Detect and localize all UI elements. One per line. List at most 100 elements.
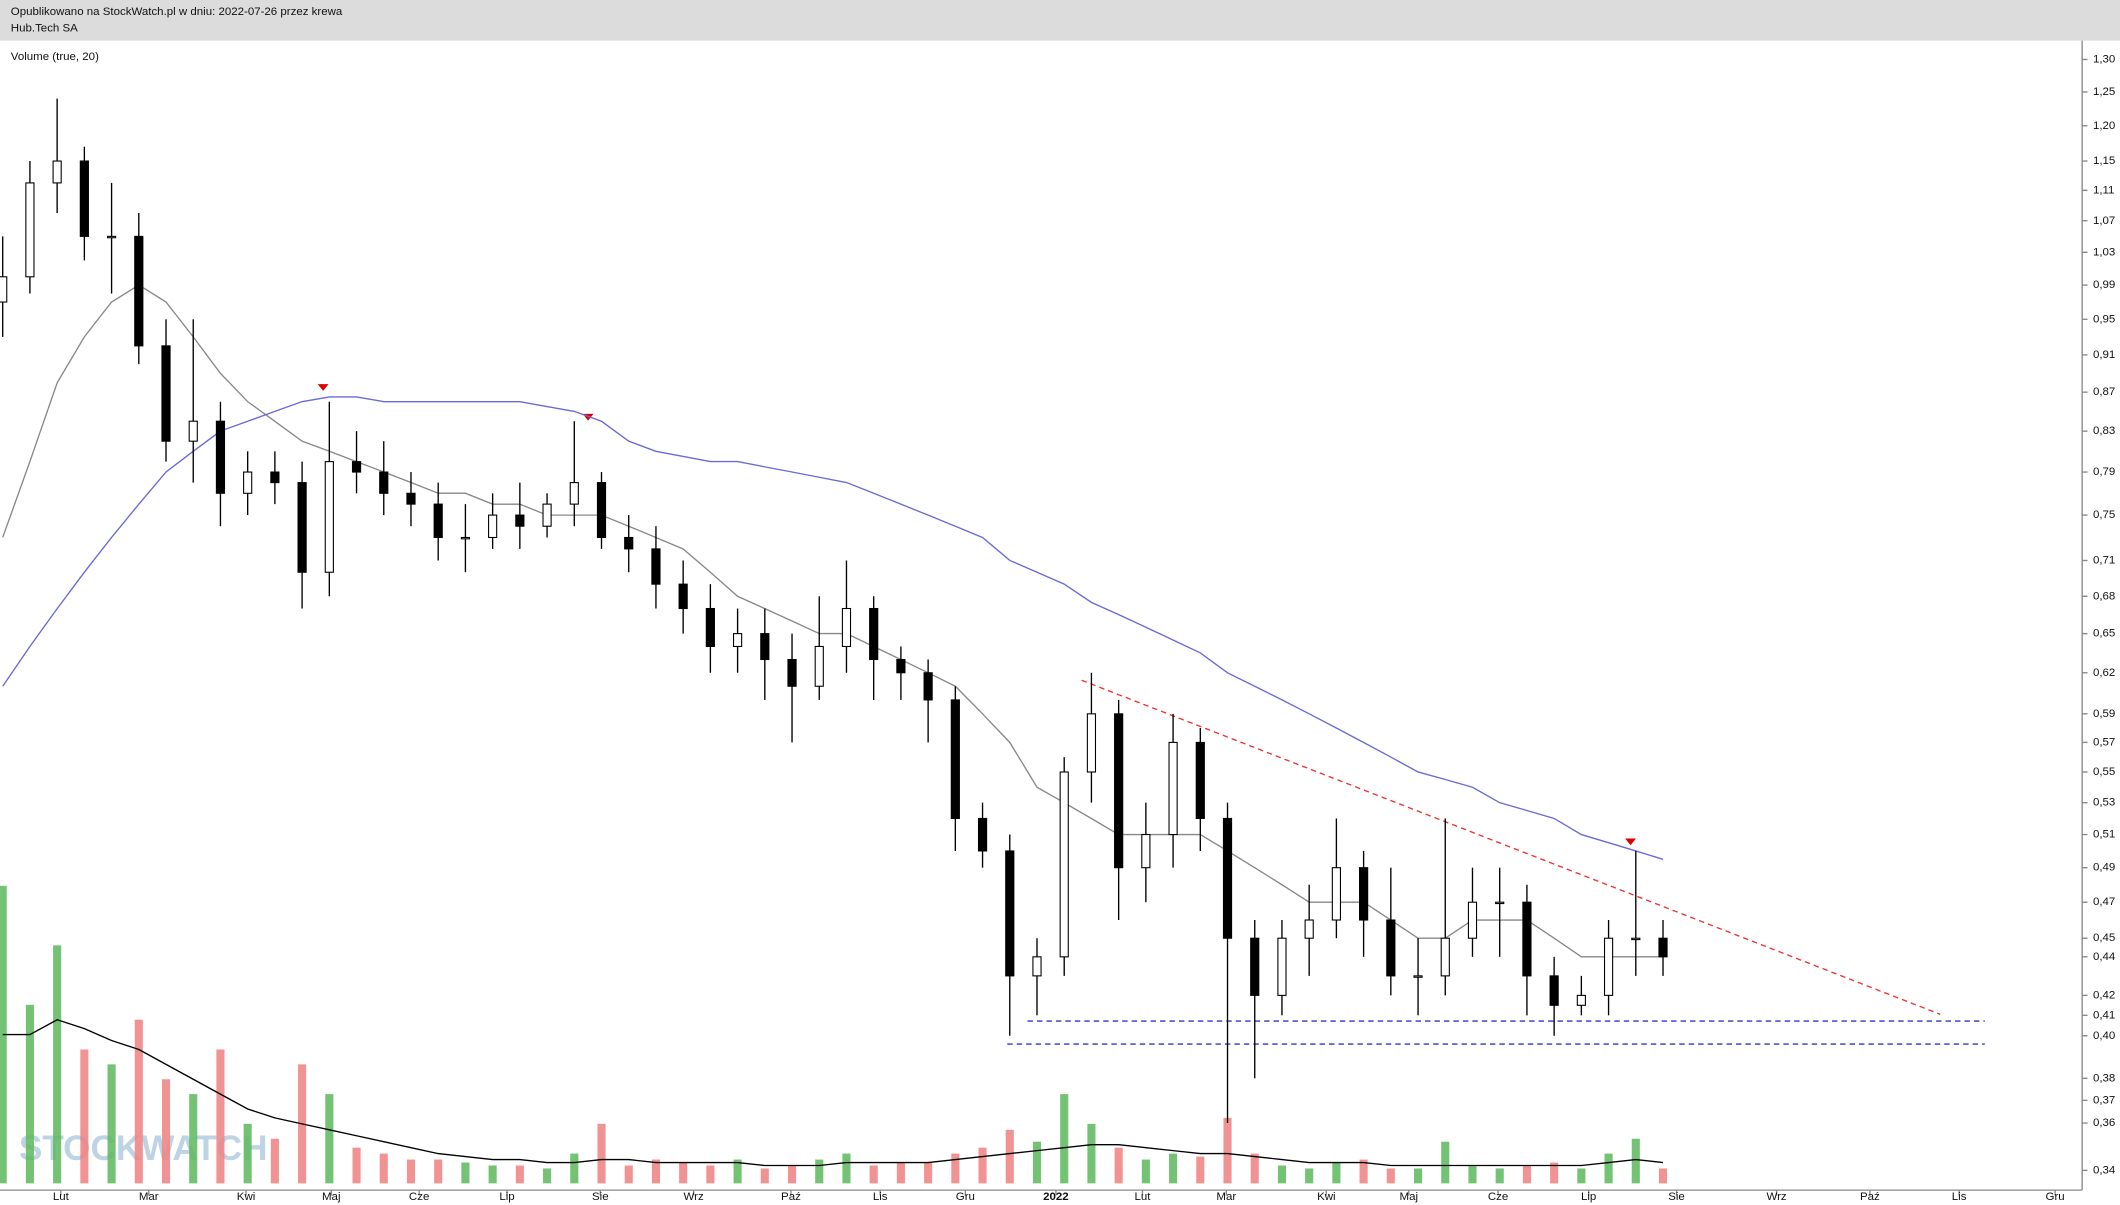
y-tick-label: 0,38 — [2093, 1072, 2115, 1084]
volume-bar — [1522, 1165, 1531, 1184]
volume-bar — [1413, 1168, 1423, 1184]
published-note: Opublikowano na StockWatch.pl w dniu: 20… — [11, 6, 343, 18]
volume-bar — [951, 1153, 960, 1184]
volume-bar — [651, 1159, 660, 1184]
volume-bar — [1032, 1141, 1042, 1184]
volume-bar — [1631, 1138, 1640, 1184]
x-tick-label: Maj — [322, 1191, 341, 1203]
volume-bar — [1332, 1162, 1341, 1184]
x-tick-label: Paź — [781, 1191, 801, 1203]
volume-bar — [896, 1162, 905, 1184]
y-tick-label: 0,53 — [2093, 797, 2115, 809]
volume-bar — [1386, 1168, 1395, 1184]
x-tick-label: Gru — [956, 1191, 975, 1203]
y-tick-label: 0,55 — [2093, 766, 2115, 778]
candle-body — [1658, 937, 1668, 958]
volume-bar — [760, 1168, 769, 1184]
y-tick-label: 0,34 — [2093, 1164, 2116, 1176]
candle-body — [869, 607, 879, 661]
volume-bar — [1250, 1153, 1259, 1184]
indicator-label: Volume (true, 20) — [11, 51, 99, 63]
signal-marker — [317, 384, 329, 391]
candle-body — [1386, 919, 1396, 977]
candle-body — [25, 182, 35, 278]
candle-body — [977, 817, 988, 852]
y-tick-label: 0,83 — [2093, 425, 2115, 437]
candle-body — [351, 461, 362, 473]
volume-bar — [1196, 1156, 1205, 1184]
volume-bar — [1060, 1094, 1069, 1184]
candle-body — [624, 536, 634, 550]
volume-bar — [1087, 1123, 1096, 1184]
y-tick-label: 0,99 — [2093, 279, 2115, 291]
volume-bar — [1141, 1159, 1150, 1184]
candle-body — [1168, 741, 1178, 836]
y-tick-label: 1,30 — [2093, 54, 2115, 66]
x-tick-label: Lut — [53, 1191, 70, 1203]
volume-bar — [706, 1165, 715, 1184]
x-tick-label: Maj — [1400, 1191, 1419, 1203]
volume-bar — [1305, 1168, 1314, 1184]
candle-body — [161, 345, 171, 442]
candle-body — [297, 482, 307, 573]
y-tick-label: 0,42 — [2093, 989, 2115, 1001]
x-tick-label: Lis — [1952, 1191, 1967, 1203]
volume-bar — [134, 1019, 143, 1184]
x-tick-label: Wrz — [683, 1191, 703, 1203]
candle-body — [1576, 994, 1586, 1006]
volume-bar — [25, 1004, 34, 1184]
moving-average-line — [2, 396, 1664, 860]
volume-bar — [270, 1138, 279, 1184]
instrument-name: Hub.Tech SA — [11, 22, 78, 34]
candle-body — [542, 503, 552, 527]
x-tick-label: Cze — [1488, 1191, 1508, 1203]
x-tick-label: Mar — [1216, 1191, 1236, 1203]
volume-bar — [80, 1049, 89, 1184]
candle-body — [1413, 975, 1423, 978]
y-tick-label: 0,49 — [2093, 862, 2115, 874]
candle-body — [950, 699, 960, 819]
volume-bar — [161, 1079, 171, 1184]
y-tick-label: 0,65 — [2093, 628, 2115, 640]
x-tick-label: Kwi — [1317, 1191, 1336, 1203]
y-tick-label: 0,47 — [2093, 896, 2115, 908]
x-tick-label: Cze — [409, 1191, 429, 1203]
candle-body — [106, 235, 117, 239]
candle-body — [678, 583, 688, 610]
candle-body — [596, 482, 607, 539]
volume-bar — [1658, 1168, 1668, 1184]
volume-bar — [461, 1162, 470, 1184]
x-tick-label: 2022 — [1043, 1191, 1069, 1203]
candle-body — [1522, 901, 1532, 977]
candle-body — [732, 633, 743, 648]
candle-body — [433, 503, 443, 539]
volume-bar — [842, 1153, 851, 1184]
candle-body — [215, 420, 226, 494]
candle-body — [1059, 771, 1069, 958]
candle-body — [1495, 901, 1505, 905]
y-tick-label: 0,75 — [2093, 509, 2115, 521]
volume-bar — [597, 1123, 606, 1184]
volume-bar — [1550, 1162, 1559, 1184]
candle-body — [188, 420, 198, 442]
y-tick-label: 0,59 — [2093, 708, 2115, 720]
volume-bar — [924, 1162, 933, 1184]
x-tick-label: Lut — [1134, 1191, 1151, 1203]
candle-body — [1304, 919, 1314, 939]
x-tick-label: Wrz — [1766, 1191, 1786, 1203]
candle-body — [1631, 937, 1641, 941]
candle-body — [651, 548, 661, 585]
candle-body — [1141, 834, 1151, 869]
y-tick-label: 1,20 — [2093, 120, 2115, 132]
x-tick-label: Lip — [1581, 1191, 1596, 1203]
y-tick-label: 0,79 — [2093, 466, 2115, 478]
volume-bar — [815, 1159, 824, 1184]
y-tick-label: 0,36 — [2093, 1117, 2115, 1129]
candle-body — [79, 160, 89, 237]
volume-bar — [570, 1153, 579, 1184]
header-bar — [0, 0, 2120, 41]
candle-body — [488, 514, 498, 539]
candle-body — [760, 633, 770, 661]
y-tick-label: 1,07 — [2093, 215, 2115, 227]
